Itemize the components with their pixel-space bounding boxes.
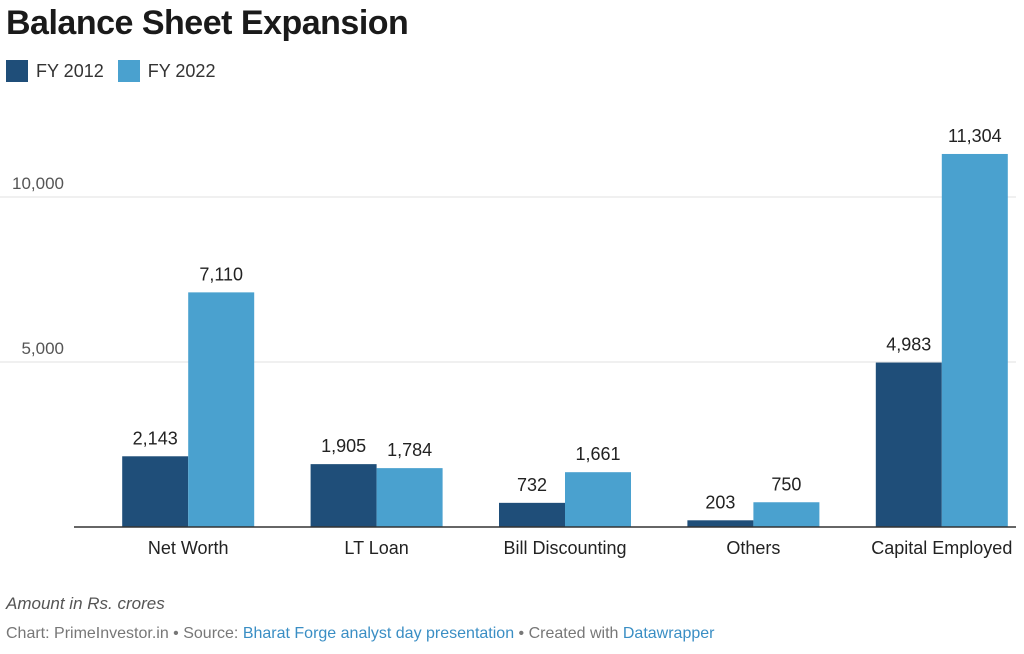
data-label: 1,905	[321, 436, 366, 456]
data-label: 732	[517, 475, 547, 495]
credits-created-prefix: • Created with	[514, 625, 623, 642]
y-tick-label: 10,000	[12, 174, 64, 193]
datawrapper-link[interactable]: Datawrapper	[622, 625, 715, 642]
bar	[376, 468, 443, 527]
x-category-label: LT Loan	[344, 538, 408, 558]
bar	[499, 502, 565, 527]
legend-label-fy2012: FY 2012	[36, 60, 104, 81]
legend-label-fy2022: FY 2022	[147, 60, 216, 81]
source-link[interactable]: Bharat Forge analyst day presentation	[242, 625, 515, 642]
legend-swatch-fy2022	[117, 60, 140, 82]
data-label: 750	[771, 474, 801, 494]
bar	[188, 292, 255, 527]
bar	[122, 456, 189, 527]
bar	[687, 520, 754, 527]
bar	[310, 464, 377, 527]
bar-chart: 5,000 10,000 2,143 7,110 Net Worth 1,905 1,784…	[0, 126, 1016, 558]
chart-credits: Chart: PrimeInvestor.in • Source: Bharat…	[6, 625, 714, 643]
legend-item-fy2012: FY 2012	[6, 60, 104, 82]
bar	[941, 153, 1008, 527]
x-category-label: Others	[726, 538, 780, 558]
bar	[565, 472, 631, 527]
data-label: 4,983	[886, 335, 931, 355]
bar	[753, 502, 820, 527]
credits-prefix: Chart: PrimeInvestor.in • Source:	[6, 625, 243, 642]
data-label: 11,304	[948, 126, 1002, 146]
x-category-label: Bill Discounting	[503, 538, 626, 558]
units-note: Amount in Rs. crores	[6, 594, 165, 613]
chart-title: Balance Sheet Expansion	[6, 4, 409, 42]
legend-item-fy2022: FY 2022	[117, 60, 216, 82]
y-tick-label: 5,000	[21, 339, 64, 358]
data-label: 1,784	[387, 440, 432, 460]
bar	[875, 362, 942, 527]
data-label: 1,661	[575, 444, 620, 464]
x-category-label: Net Worth	[148, 538, 229, 558]
legend: FY 2012 FY 2022	[6, 60, 229, 82]
x-category-label: Capital Employed	[871, 538, 1012, 558]
data-label: 7,110	[199, 264, 243, 284]
data-label: 203	[705, 492, 735, 512]
legend-swatch-fy2012	[6, 60, 28, 82]
data-label: 2,143	[133, 428, 178, 448]
